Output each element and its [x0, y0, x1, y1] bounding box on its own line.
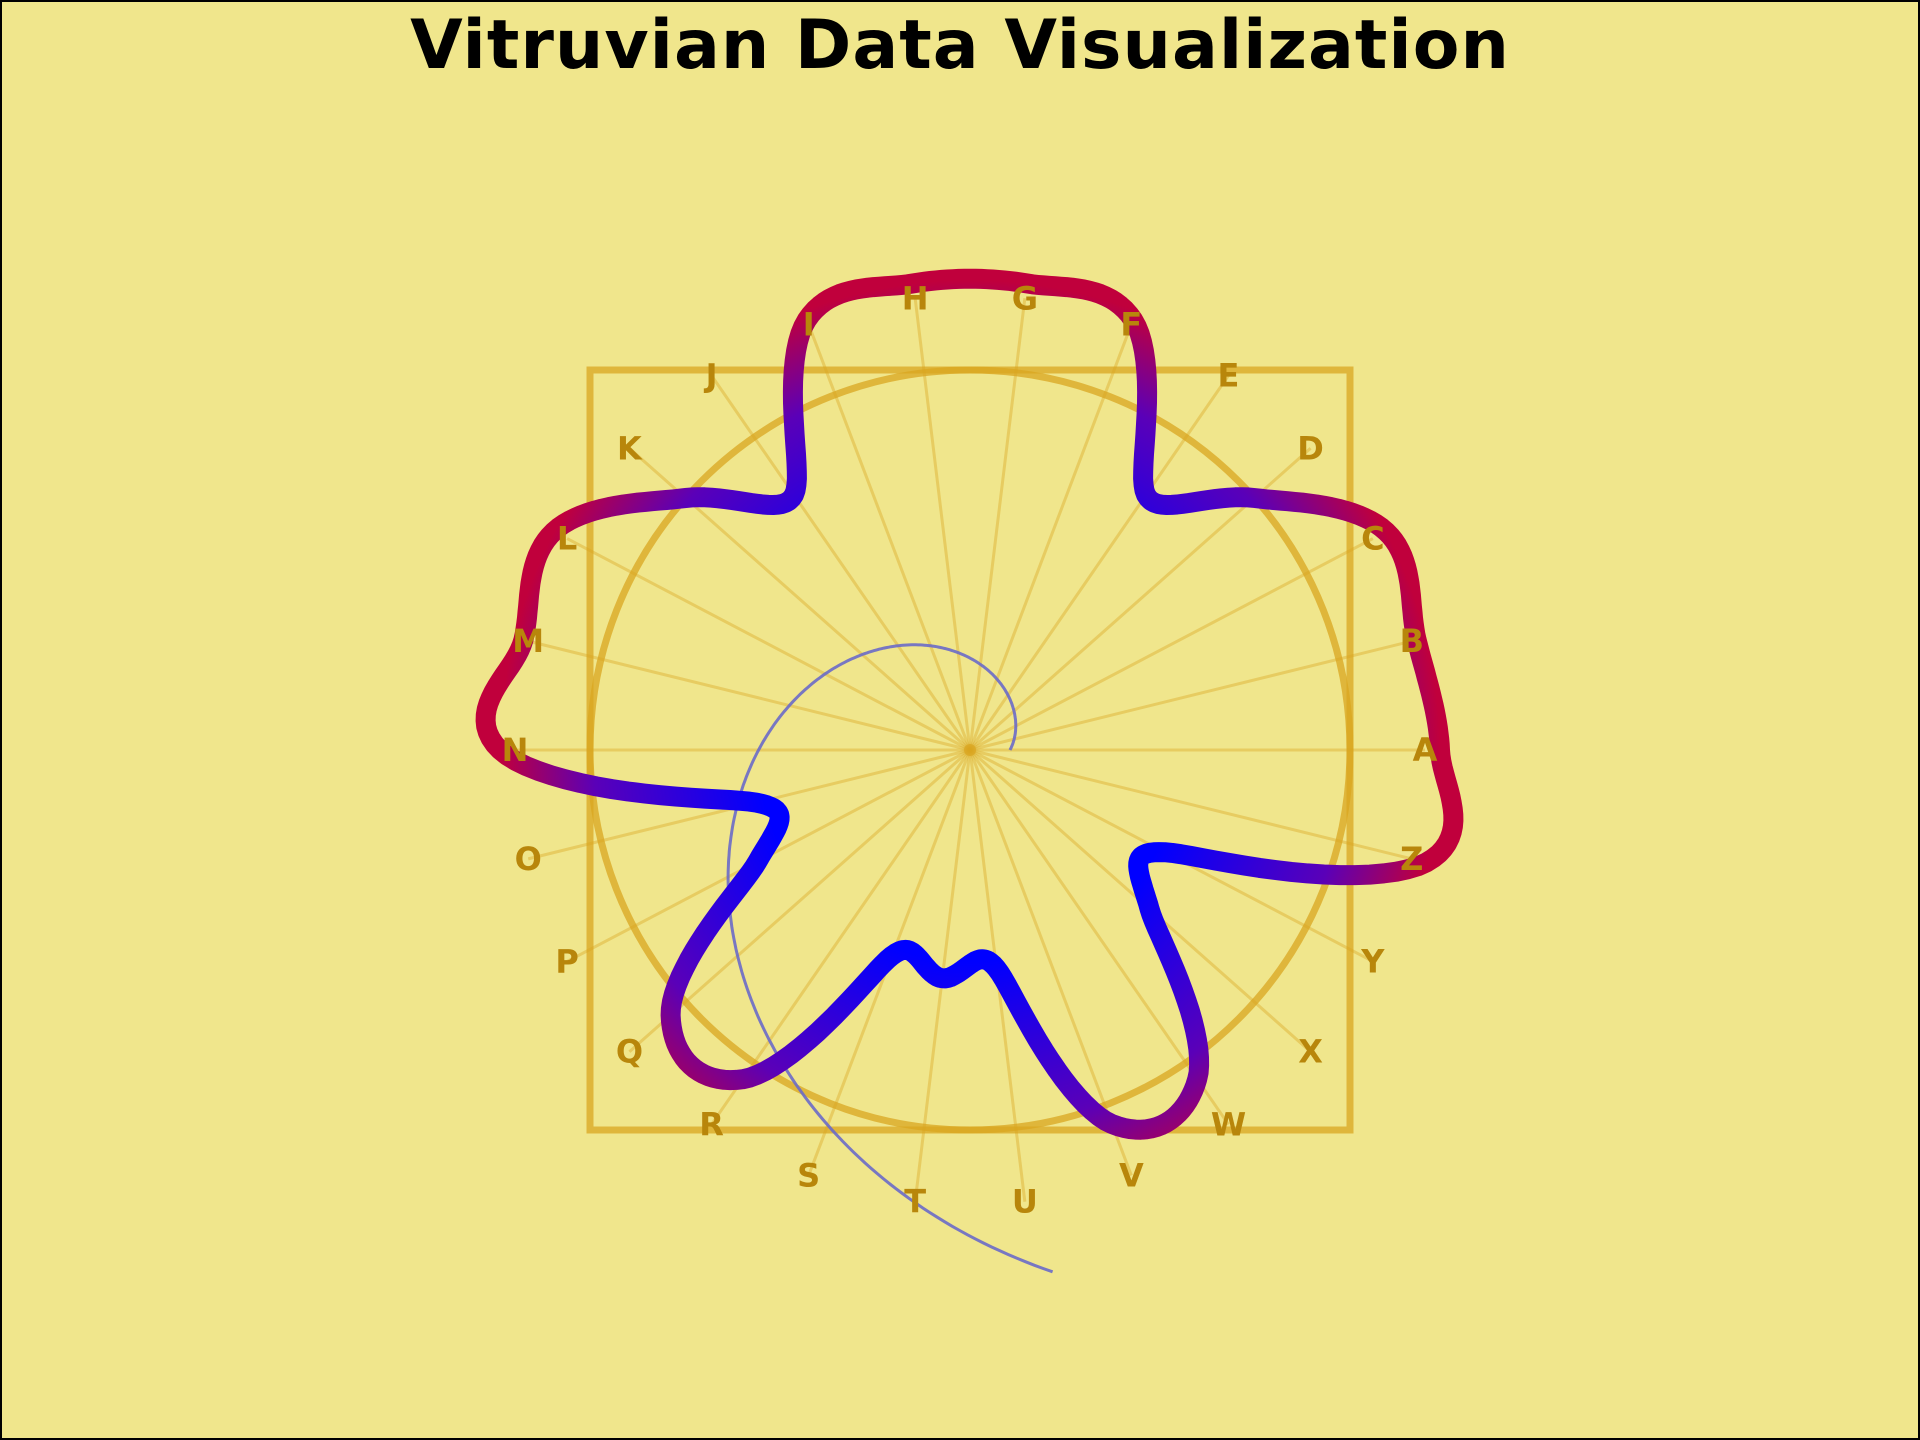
category-label-s: S: [797, 1156, 820, 1194]
category-label-b: B: [1400, 622, 1424, 660]
spoke-b: [969, 639, 1413, 752]
category-label-o: O: [515, 840, 542, 878]
category-label-j: J: [704, 357, 718, 395]
category-label-u: U: [1012, 1183, 1038, 1221]
category-label-e: E: [1218, 357, 1240, 395]
category-label-d: D: [1297, 429, 1324, 467]
spoke-w: [968, 749, 1230, 1126]
category-label-h: H: [902, 279, 929, 317]
category-label-a: A: [1413, 731, 1438, 769]
spoke-f: [968, 324, 1133, 751]
center-dot: [964, 744, 976, 756]
spoke-h: [913, 298, 972, 751]
category-label-k: K: [617, 429, 643, 467]
chart-title: Vitruvian Data Visualization: [410, 6, 1510, 85]
category-label-g: G: [1012, 279, 1038, 317]
spiral-curve: [726, 643, 1054, 1274]
category-label-w: W: [1211, 1105, 1246, 1143]
category-label-y: Y: [1360, 942, 1385, 980]
category-label-l: L: [557, 520, 577, 558]
category-label-v: V: [1119, 1156, 1144, 1194]
spoke-j: [710, 374, 972, 751]
spoke-c: [969, 537, 1374, 752]
category-label-z: Z: [1400, 840, 1423, 878]
category-label-f: F: [1120, 306, 1142, 344]
category-label-t: T: [904, 1183, 926, 1221]
category-label-r: R: [699, 1105, 724, 1143]
category-label-c: C: [1361, 520, 1384, 558]
spoke-r: [710, 749, 972, 1126]
category-label-m: M: [512, 622, 544, 660]
category-label-q: Q: [616, 1033, 643, 1071]
category-label-n: N: [502, 731, 529, 769]
spoke-z: [969, 748, 1413, 861]
spoke-v: [968, 749, 1133, 1176]
category-label-i: I: [803, 306, 815, 344]
spoke-q: [628, 748, 971, 1053]
series-line: [475, 268, 1464, 1140]
spoke-m: [527, 639, 971, 752]
spoke-i: [807, 324, 972, 751]
spoke-e: [968, 374, 1230, 751]
spoke-g: [968, 298, 1027, 751]
reference-circle: [586, 366, 1354, 1134]
spoke-l: [566, 537, 971, 752]
category-label-x: X: [1298, 1033, 1323, 1071]
category-label-p: P: [555, 942, 578, 980]
